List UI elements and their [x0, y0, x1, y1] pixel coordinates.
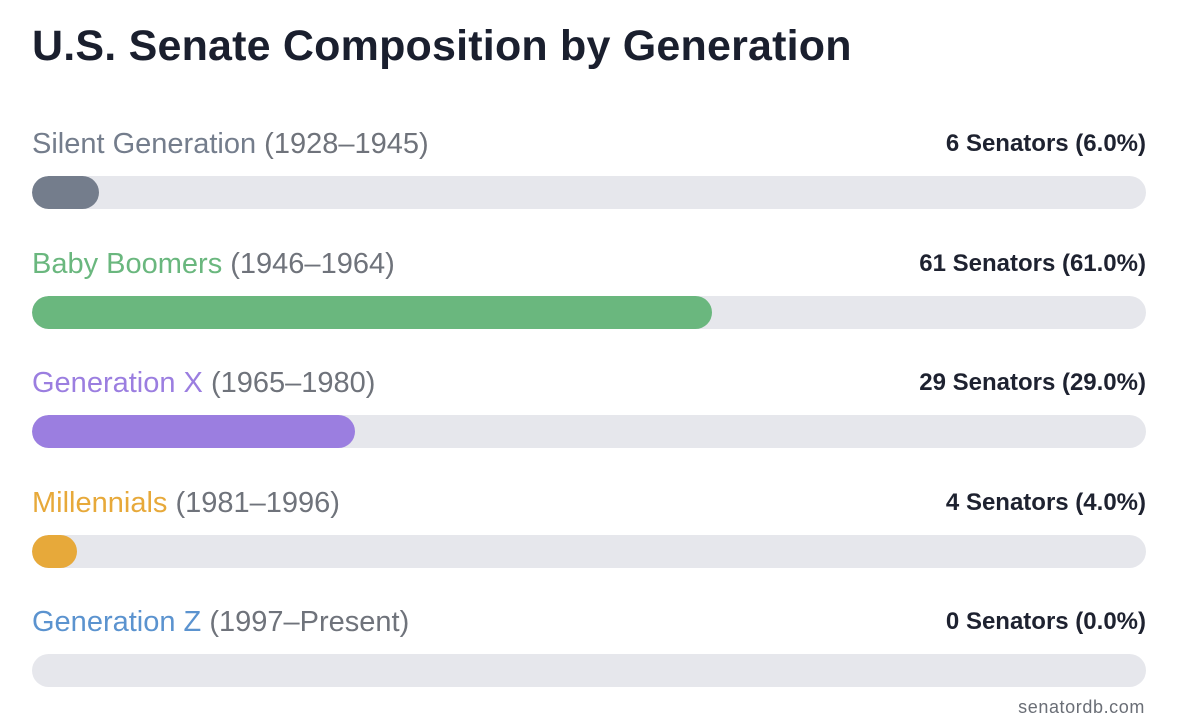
generation-name: Baby Boomers: [32, 247, 223, 280]
generation-years: (1981–1996): [175, 486, 340, 519]
generation-years: (1997–Present): [209, 606, 410, 638]
generation-name: Generation X: [32, 367, 203, 399]
generation-label: Generation X (1965–1980): [32, 365, 375, 401]
generation-label: Baby Boomers (1946–1964): [32, 246, 395, 282]
generation-name: Millennials: [32, 486, 168, 519]
senator-count-label: 6 Senators (6.0%): [945, 130, 1146, 157]
generation-name: Silent Generation: [32, 128, 257, 160]
generation-row: Generation X (1965–1980) 29 Senators (29.…: [32, 361, 1146, 481]
chart-title: U.S. Senate Composition by Generation: [32, 22, 852, 70]
bar-track: [32, 176, 1146, 209]
senator-count-label: 29 Senators (29.0%): [919, 369, 1146, 396]
generation-label: Silent Generation (1928–1945): [32, 126, 429, 162]
bar-fill: [32, 295, 712, 329]
senator-count-label: 61 Senators (61.0%): [919, 249, 1146, 277]
row-header: Millennials (1981–1996) 4 Senators (4.0%): [32, 481, 1146, 525]
row-header: Generation Z (1997–Present) 0 Senators (0…: [32, 600, 1146, 644]
generation-years: (1946–1964): [230, 247, 395, 280]
row-header: Silent Generation (1928–1945) 6 Senators …: [32, 122, 1146, 166]
generation-bar-list: Silent Generation (1928–1945) 6 Senators …: [32, 122, 1146, 720]
generation-label: Generation Z (1997–Present): [32, 604, 409, 640]
bar-fill: [32, 176, 99, 209]
bar-track: [32, 534, 1146, 568]
row-header: Baby Boomers (1946–1964) 61 Senators (61.…: [32, 242, 1146, 286]
senator-count-label: 0 Senators (0.0%): [945, 608, 1146, 635]
bar-track: [32, 654, 1146, 687]
generation-row: Baby Boomers (1946–1964) 61 Senators (61.…: [32, 242, 1146, 362]
generation-name: Generation Z: [32, 606, 202, 638]
bar-fill: [32, 534, 77, 568]
bar-track: [32, 415, 1146, 448]
bar-fill: [32, 415, 356, 448]
generation-row: Silent Generation (1928–1945) 6 Senators …: [32, 122, 1146, 242]
generation-years: (1965–1980): [210, 367, 376, 399]
generation-years: (1928–1945): [264, 128, 429, 160]
source-credit: senatordb.com: [1018, 697, 1145, 717]
row-header: Generation X (1965–1980) 29 Senators (29.…: [32, 361, 1146, 405]
senator-count-label: 4 Senators (4.0%): [945, 488, 1146, 516]
generation-row: Generation Z (1997–Present) 0 Senators (0…: [32, 600, 1146, 720]
generation-row: Millennials (1981–1996) 4 Senators (4.0%): [32, 481, 1146, 601]
generation-label: Millennials (1981–1996): [32, 485, 340, 521]
bar-track: [32, 295, 1146, 329]
